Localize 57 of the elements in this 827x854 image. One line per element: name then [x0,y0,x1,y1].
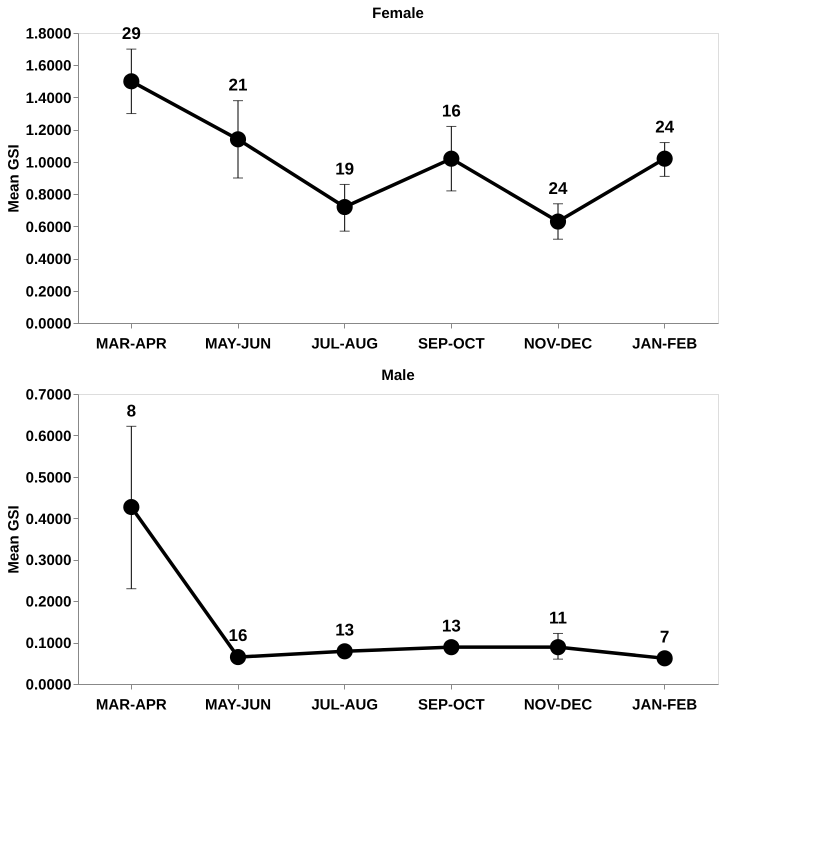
point [443,150,460,167]
y-tick-label: 0.2000 [26,283,72,300]
y-tick-label: 1.8000 [26,26,72,42]
annotation: 29 [122,24,141,44]
x-tick-label: MAY-JUN [204,696,272,714]
y-tick-label: 1.2000 [26,122,72,140]
point [550,639,566,656]
x-tick-label: SEP-OCT [418,336,485,352]
annotation: 11 [549,608,567,628]
point [656,650,673,666]
annotation: 24 [655,118,675,137]
point [123,499,140,516]
x-tick-label: NOV-DEC [524,696,592,714]
x-tick-label: MAY-JUN [204,336,272,352]
point [230,649,246,666]
point [123,73,140,90]
y-tick-label: 1.0000 [26,154,72,172]
y-axis-title: Mean GSI [6,144,23,213]
annotation: 21 [228,76,248,95]
x-tick-label: JUL-AUG [311,336,378,352]
annotation: 16 [228,626,248,646]
point [230,131,246,148]
x-tick-label: JUL-AUG [311,696,378,714]
point [550,213,566,230]
chart-title: Male [381,367,415,384]
annotation: 13 [442,616,461,636]
annotation: 24 [548,178,568,198]
y-tick-label: 0.4000 [26,510,72,528]
y-tick-label: 0.7000 [26,386,72,404]
y-tick-label: 0.6000 [26,218,72,236]
y-tick-label: 0.3000 [26,552,72,570]
y-tick-label: 0.8000 [26,186,72,204]
x-tick-label: JAN-FEB [632,336,698,352]
y-tick-label: 1.6000 [26,58,72,75]
x-tick-label: MAR-APR [96,336,167,352]
y-tick-label: 0.4000 [26,251,72,268]
annotation: 8 [126,401,136,420]
annotation: 13 [335,620,354,640]
y-tick-label: 0.5000 [26,469,72,486]
chart-title: Female [372,5,424,22]
y-tick-label: 0.0000 [26,316,72,332]
y-tick-label: 0.2000 [26,594,72,611]
x-tick-label: JAN-FEB [632,696,698,714]
x-tick-label: MAR-APR [96,696,167,714]
annotation: 7 [660,627,670,646]
y-axis-title: Mean GSI [6,505,23,574]
y-tick-label: 0.0000 [26,676,72,694]
point [336,198,353,216]
point [656,150,673,167]
x-tick-label: NOV-DEC [524,336,592,352]
y-tick-label: 1.4000 [26,90,72,107]
annotation: 16 [442,101,461,120]
y-tick-label: 0.6000 [26,428,72,445]
annotation: 19 [335,159,354,178]
x-tick-label: SEP-OCT [418,696,485,714]
point [336,643,353,660]
y-tick-label: 0.1000 [26,635,72,652]
